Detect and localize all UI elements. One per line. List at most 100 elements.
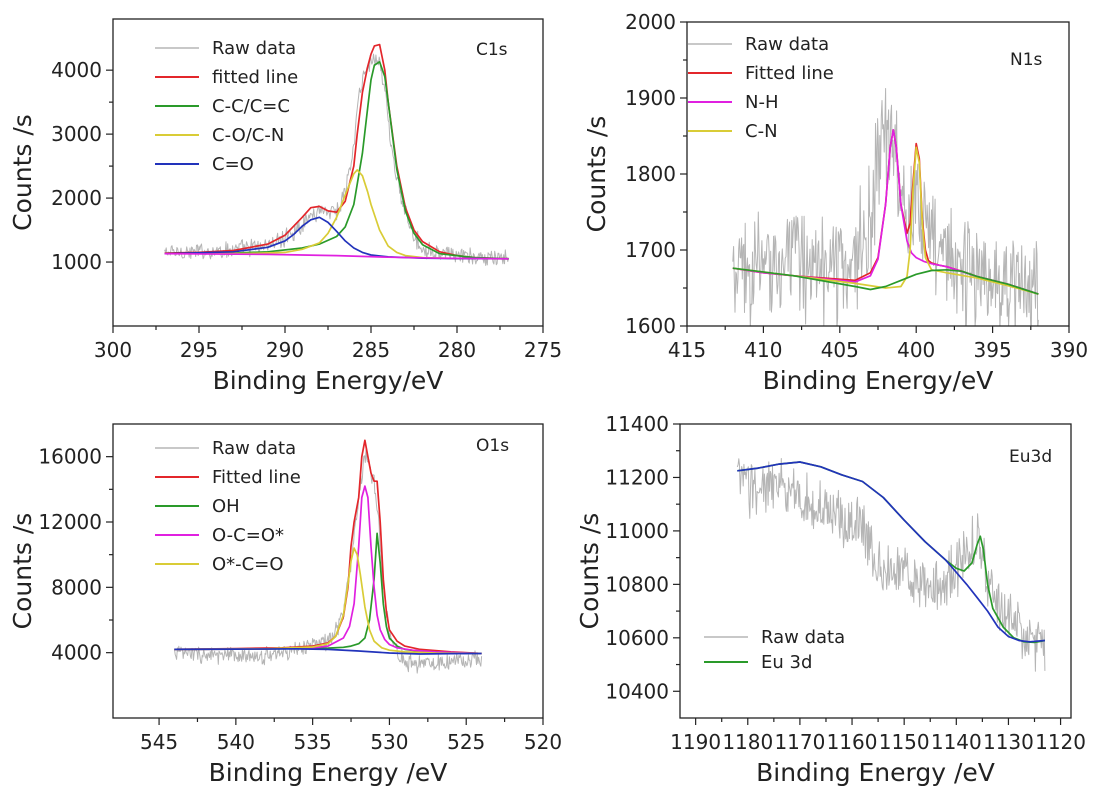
y-tick-label: 11200 (605, 465, 669, 489)
x-tick-label: 1130 (983, 730, 1034, 754)
x-axis-title: Binding Energy/eV (763, 366, 994, 395)
y-tick-label: 4000 (51, 641, 102, 665)
legend-entry: C-O/C-N (212, 125, 284, 146)
series-line-fitted-line (164, 43, 509, 260)
series-group (736, 458, 1046, 672)
x-axis-title: Binding Energy /eV (756, 758, 995, 787)
legend-entry: N-H (745, 92, 779, 113)
x-tick-label: 285 (352, 338, 390, 362)
y-tick-label: 1700 (625, 238, 676, 262)
y-tick-label: 1600 (625, 314, 676, 338)
y-axis-title: Counts /s (582, 116, 611, 233)
legend-entry: Raw data (761, 627, 845, 648)
series-line-raw-data (736, 458, 1046, 672)
x-tick-label: 545 (140, 730, 178, 754)
legend: Raw data Fitted line OH O-C=O* O*-C=O (155, 438, 301, 575)
legend-entry: Raw data (745, 34, 829, 55)
y-tick-label: 1800 (625, 162, 676, 186)
x-tick-label: 535 (294, 730, 332, 754)
y-axis-title: Counts /s (8, 114, 37, 231)
plot-frame (112, 423, 544, 719)
x-tick-label: 1160 (827, 730, 878, 754)
series-line-c-o-c-n (164, 169, 509, 260)
series-line-raw-data (164, 53, 510, 266)
legend-entry: Fitted line (745, 63, 834, 84)
panel-label: Eu3d (1009, 447, 1052, 467)
chart-panel-c1s: 300 295 290 285 280 275 1000 2000 3000 4000 Bindin… (8, 18, 562, 395)
y-tick-label: 10800 (605, 572, 669, 596)
y-axis-title: Counts /s (8, 513, 37, 630)
x-axis-title: Binding Energy/eV (213, 366, 444, 395)
y-tick-label: 11400 (605, 412, 669, 436)
y-tick-label: 1900 (625, 86, 676, 110)
x-tick-label: 520 (524, 730, 562, 754)
chart-panel-eu3d: 1190 1180 1170 1160 1150 1140 1130 1120 10400 106… (575, 412, 1086, 787)
series-line-background (164, 252, 509, 260)
series-line-background (737, 461, 1045, 643)
legend-entry: C-N (745, 121, 778, 142)
legend-entry: C=O (212, 154, 254, 175)
legend-entry: OH (212, 496, 240, 517)
x-tick-label: 390 (1050, 338, 1088, 362)
legend-entry: Raw data (212, 438, 296, 459)
y-tick-label: 12000 (38, 510, 102, 534)
series-line-raw-data (173, 449, 483, 674)
x-tick-label: 400 (897, 338, 935, 362)
legend: Raw data Eu 3d (704, 627, 845, 673)
x-tick-label: 1140 (931, 730, 982, 754)
legend: Raw data fitted line C-C/C=C C-O/C-N C=O (155, 38, 298, 175)
y-tick-label: 2000 (625, 10, 676, 34)
y-tick-label: 2000 (51, 186, 102, 210)
y-axis-title: Counts /s (575, 513, 604, 630)
series-line-n-h (732, 129, 1039, 295)
legend-entry: Eu 3d (761, 652, 812, 673)
series-group (732, 88, 1039, 326)
series-line-c-o (164, 216, 509, 260)
panel-label: C1s (476, 40, 508, 60)
y-tick-label: 4000 (51, 58, 102, 82)
legend-entry: fitted line (212, 67, 298, 88)
series-group (173, 439, 483, 674)
x-axis-title: Binding Energy /eV (209, 758, 448, 787)
legend-entry: Raw data (212, 38, 296, 59)
x-tick-label: 530 (370, 730, 408, 754)
legend-entry: C-C/C=C (212, 96, 290, 117)
plot-frame (112, 18, 544, 327)
legend-entry: Fitted line (212, 467, 301, 488)
x-tick-label: 1170 (774, 730, 825, 754)
panel-label: N1s (1010, 50, 1043, 70)
x-tick-label: 405 (821, 338, 859, 362)
series-line-o-c-o (174, 547, 482, 655)
chart-panel-o1s: 545 540 535 530 525 520 4000 8000 12000 16000 Bind… (8, 423, 562, 787)
x-tick-label: 300 (94, 338, 132, 362)
y-tick-label: 1000 (51, 250, 102, 274)
x-tick-label: 410 (744, 338, 782, 362)
series-line-o-c-o- (174, 485, 482, 655)
series-line-background (174, 648, 482, 655)
x-tick-label: 280 (438, 338, 476, 362)
x-tick-label: 415 (668, 338, 706, 362)
x-tick-label: 295 (180, 338, 218, 362)
chart-panel-n1s: 415 410 405 400 395 390 1600 1700 1800 1900 2000 Bi… (582, 10, 1088, 395)
y-tick-label: 10600 (605, 626, 669, 650)
series-line-raw-data (732, 88, 1039, 326)
x-tick-label: 290 (266, 338, 304, 362)
y-tick-label: 3000 (51, 122, 102, 146)
x-tick-label: 1190 (670, 730, 721, 754)
legend: Raw data Fitted line N-H C-N (688, 34, 834, 142)
series-group (164, 43, 510, 266)
panel-label: O1s (476, 436, 509, 456)
y-tick-label: 8000 (51, 575, 102, 599)
legend-entry: O*-C=O (212, 554, 283, 575)
x-tick-label: 1120 (1035, 730, 1086, 754)
plot-frame (679, 423, 1072, 719)
y-tick-label: 10400 (605, 679, 669, 703)
x-tick-label: 1180 (722, 730, 773, 754)
series-line-background (732, 267, 1039, 295)
series-line-eu-3d (737, 461, 1046, 644)
x-tick-label: 1150 (879, 730, 930, 754)
y-tick-label: 16000 (38, 445, 102, 469)
x-tick-label: 275 (524, 338, 562, 362)
x-tick-label: 540 (217, 730, 255, 754)
